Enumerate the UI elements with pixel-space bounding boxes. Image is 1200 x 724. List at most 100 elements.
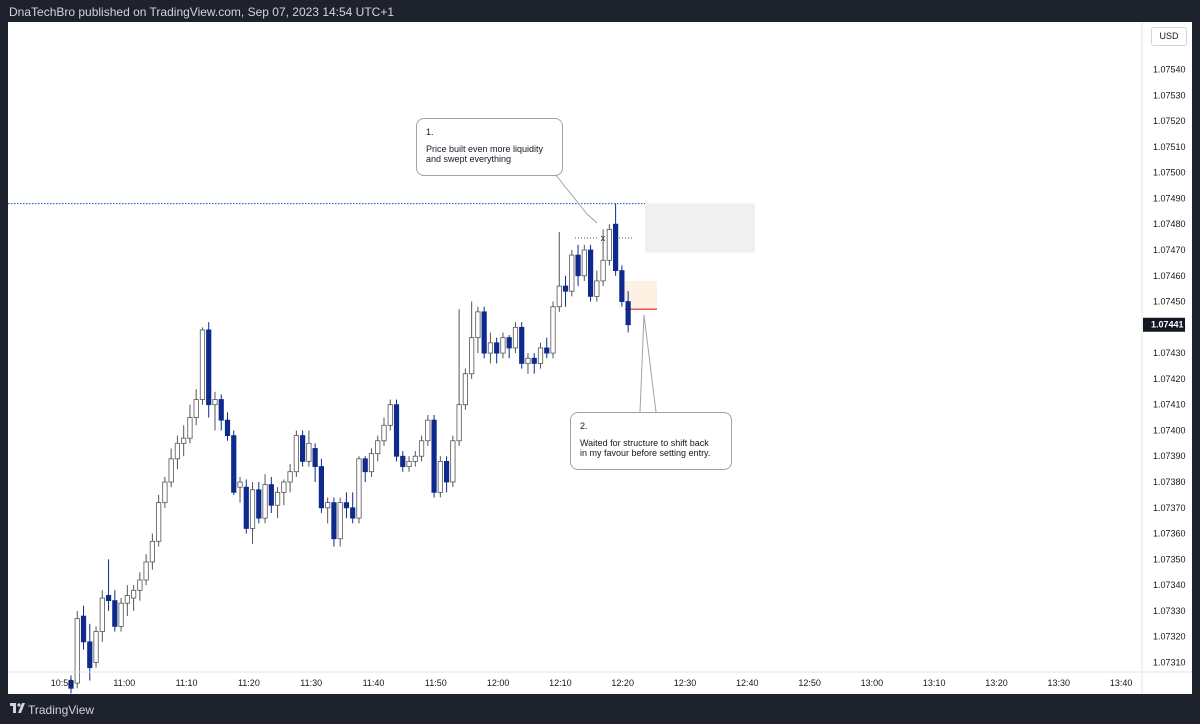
time-tick-label: 13:20 — [985, 678, 1008, 688]
price-tick-label: 1.07400 — [1153, 425, 1186, 435]
candle — [218, 394, 224, 431]
candle-body — [594, 280, 600, 297]
candle — [306, 430, 312, 467]
price-tick-label: 1.07330 — [1153, 606, 1186, 616]
candles-layer[interactable] — [68, 203, 631, 694]
candle-body — [368, 453, 375, 473]
candle-body — [325, 502, 331, 509]
chart-frame[interactable]: x 1.075401.075301.075201.075101.075001.0… — [8, 22, 1192, 694]
last-price-label: 1.07441 — [1151, 320, 1184, 330]
callout-2-number: 2. — [580, 421, 588, 431]
candle-body — [300, 435, 306, 462]
candle-body — [431, 419, 437, 493]
candle — [569, 249, 575, 297]
candle — [87, 623, 93, 681]
candle — [550, 301, 556, 359]
candle — [287, 463, 293, 493]
candle — [400, 451, 406, 472]
candle-body — [224, 419, 231, 437]
candle-body — [381, 424, 387, 442]
candle — [156, 494, 162, 547]
candle — [556, 231, 562, 312]
candle — [494, 337, 500, 364]
time-tick-label: 11:20 — [238, 678, 260, 688]
candle — [393, 399, 400, 462]
price-tick-label: 1.07510 — [1153, 142, 1186, 152]
candle-body — [469, 337, 475, 375]
candle-body — [124, 595, 130, 604]
callout-1-pointer — [554, 173, 598, 224]
candle — [237, 476, 243, 503]
candle — [193, 389, 199, 426]
zones-layer — [625, 203, 755, 311]
candle — [312, 443, 318, 483]
candle — [112, 590, 118, 632]
candle — [537, 342, 544, 369]
candle — [318, 458, 325, 513]
candle — [262, 474, 268, 524]
currency-button[interactable]: USD — [1151, 27, 1187, 46]
candle — [437, 456, 443, 498]
price-chart[interactable]: x 1.075401.075301.075201.075101.075001.0… — [8, 22, 1192, 694]
candle-body — [93, 631, 99, 663]
last-price-badge — [1143, 317, 1185, 332]
candle — [343, 492, 350, 519]
candle-body — [550, 306, 556, 354]
callout-liquidity-sweep[interactable]: 1. Price built even more liquidity and s… — [416, 118, 563, 176]
candle-body — [243, 486, 249, 529]
publish-header: DnaTechBro published on TradingView.com,… — [0, 0, 1200, 22]
candle — [619, 265, 625, 307]
time-tick-label: 11:10 — [176, 678, 198, 688]
callout-2-pointer — [639, 314, 657, 413]
callout-2-line-1: Waited for structure to shift back — [580, 438, 709, 448]
candle — [268, 476, 274, 513]
candle-body — [475, 311, 481, 339]
candle-body — [556, 285, 562, 308]
candle — [406, 456, 412, 472]
candle-body — [218, 399, 224, 421]
time-tick-label: 12:30 — [674, 678, 697, 688]
candle — [481, 306, 487, 359]
candle-body — [143, 561, 149, 581]
candle-body — [99, 597, 105, 632]
candle-body — [337, 502, 343, 540]
candle-body — [293, 435, 299, 473]
candle-body — [105, 595, 112, 602]
candle — [181, 425, 187, 457]
candle — [375, 435, 381, 462]
candle-body — [544, 347, 550, 354]
candle — [68, 675, 74, 694]
price-tick-label: 1.07520 — [1153, 116, 1186, 126]
candle — [231, 430, 237, 495]
candle-body — [456, 404, 462, 442]
candle — [512, 322, 519, 354]
publish-info-text: DnaTechBro published on TradingView.com,… — [9, 5, 395, 19]
candle — [362, 456, 368, 483]
candle — [506, 335, 512, 359]
supply-zone — [645, 203, 755, 253]
candle-body — [519, 326, 525, 364]
candle — [575, 244, 581, 287]
candle — [425, 414, 431, 446]
candle — [368, 448, 375, 477]
candle-body — [156, 502, 162, 542]
candle — [525, 353, 531, 374]
candle-body — [587, 249, 594, 297]
candle-body — [268, 484, 274, 506]
callout-structure-shift[interactable]: 2. Waited for structure to shift back in… — [570, 412, 732, 470]
candle — [293, 430, 299, 477]
candle — [80, 605, 87, 650]
candle — [137, 572, 143, 601]
candle — [281, 479, 287, 506]
candle-body — [350, 507, 356, 519]
candle-body — [231, 435, 237, 493]
tradingview-logo-icon[interactable] — [10, 703, 25, 713]
candle — [469, 301, 475, 379]
candle-body — [537, 347, 544, 364]
candle — [544, 337, 550, 359]
price-tick-label: 1.07500 — [1153, 168, 1186, 178]
candle — [350, 492, 356, 524]
candle-body — [450, 440, 456, 483]
candle-body — [193, 399, 199, 418]
price-tick-label: 1.07450 — [1153, 297, 1186, 307]
